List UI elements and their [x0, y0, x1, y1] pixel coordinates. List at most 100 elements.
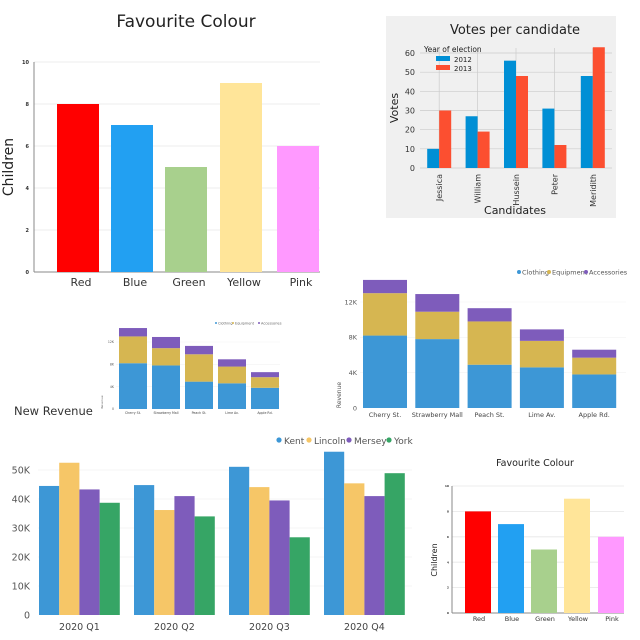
chart-favourite-colour-small-svg: Favourite Colour Children 0 2 4 6 8 10 Red Blue… — [430, 458, 624, 623]
x-tick-label: Hussein — [512, 174, 521, 206]
x-tick-label: Lime Av. — [225, 411, 238, 415]
x-tick-label: Strawberry Mall — [153, 411, 178, 415]
y-tick-label: 0 — [26, 270, 30, 276]
bar-apple-rd-clothing — [251, 387, 279, 409]
y-tick-label: 2 — [447, 586, 449, 590]
y-tick-label: 8K — [110, 362, 115, 366]
bar-apple-rd-equipment — [251, 377, 279, 388]
chart-favourite-colour-large: Favourite Colour Children 0 2 4 6 8 10 Red Blue… — [0, 0, 340, 300]
legend-dot-york — [386, 437, 392, 443]
bar-strawberry-mall-accessories — [415, 294, 460, 312]
bar-meridith-2013 — [592, 47, 605, 168]
legend-label-accessories: Accessories — [261, 322, 282, 326]
x-tick-label: Pink — [290, 276, 313, 289]
y-axis-label: Revenue — [336, 382, 343, 408]
x-tick-label: Yellow — [226, 276, 261, 289]
bar-cherry-st-accessories — [363, 279, 407, 294]
y-tick-label: 10 — [405, 145, 415, 154]
bar-red — [465, 511, 491, 613]
x-tick-label: Meridith — [589, 174, 598, 207]
bar-lime-av-accessories — [519, 329, 564, 341]
y-tick-label: 10 — [445, 484, 449, 488]
bar-cherry-st-accessories — [119, 328, 147, 337]
x-tick-label: 2020 Q3 — [249, 622, 290, 633]
bar-peach-st-clothing — [185, 381, 213, 409]
legend-label-clothing: Clothing — [218, 322, 233, 326]
x-tick-label: Red — [71, 276, 92, 289]
legend-label-equipment: Equipment — [235, 322, 255, 326]
legend-label-kent: Kent — [284, 437, 305, 447]
legend-dot-lincoln — [306, 437, 312, 443]
y-axis-label: Children — [1, 138, 17, 196]
bar-2020-q1-kent — [39, 485, 60, 615]
x-tick-label: Apple Rd. — [257, 411, 272, 415]
x-tick-label: 2020 Q2 — [154, 622, 195, 633]
x-tick-label: 2020 Q4 — [344, 622, 385, 633]
y-tick-label: 10K — [12, 582, 31, 593]
chart-stacked-revenue-large: Clothing Equipment Accessories Revenue 0… — [330, 260, 630, 420]
bar-2020-q4-york — [384, 473, 405, 615]
legend: Clothing Equipment Accessories — [517, 269, 628, 277]
y-axis-label: Votes — [388, 93, 401, 123]
bar-yellow — [564, 498, 590, 613]
y-tick-label: 0 — [24, 611, 30, 622]
x-tick-label: Blue — [505, 615, 519, 623]
legend-label-accessories: Accessories — [589, 269, 628, 277]
bar-2020-q1-york — [99, 502, 120, 615]
y-tick-label: 10 — [22, 60, 29, 66]
x-tick-label: Lime Av. — [528, 411, 555, 419]
bar-peach-st-accessories — [185, 345, 213, 355]
bar-william-2012 — [465, 116, 478, 168]
chart-stacked-revenue-small: Clothing Equipment Accessories Revenue 0… — [100, 310, 290, 420]
y-axis-label: Children — [430, 543, 439, 576]
y-tick-label: 6 — [26, 144, 30, 150]
bar-peach-st-accessories — [467, 308, 512, 322]
y-tick-label: 6 — [447, 535, 449, 539]
bar-lime-av-clothing — [218, 383, 246, 409]
bar-hussein-2012 — [504, 60, 516, 168]
x-tick-label: Green — [535, 615, 555, 623]
legend-title: Year of election — [423, 45, 482, 54]
bar-strawberry-mall-equipment — [415, 311, 460, 340]
y-tick-label: 40K — [12, 495, 31, 506]
legend-swatch-2013 — [436, 65, 450, 70]
bar-meridith-2012 — [580, 76, 593, 168]
legend-dot-mersey — [346, 437, 352, 443]
bar-2020-q3-mersey — [269, 500, 290, 615]
x-tick-label: Cherry St. — [125, 411, 141, 415]
bar-william-2013 — [477, 131, 490, 168]
y-tick-label: 0 — [447, 611, 449, 615]
y-tick-label: 8 — [447, 509, 449, 513]
bar-2020-q3-york — [289, 537, 310, 615]
chart-favourite-colour-large-svg: Favourite Colour Children 0 2 4 6 8 10 Red Blue… — [1, 12, 320, 289]
bar-strawberry-mall-clothing — [152, 365, 180, 409]
chart-votes-per-candidate: Votes per candidate Votes Candidates 0 10… — [386, 16, 616, 218]
legend-label-lincoln: Lincoln — [314, 437, 346, 447]
bar-strawberry-mall-clothing — [415, 339, 460, 408]
chart-stacked-small-svg: Clothing Equipment Accessories Revenue 0… — [100, 322, 282, 416]
legend-dot-equipment — [232, 322, 234, 324]
legend-label-mersey: Mersey — [354, 437, 387, 447]
y-tick-label: 0 — [353, 404, 357, 412]
bar-peter-2012 — [542, 108, 555, 168]
bar-apple-rd-accessories — [251, 372, 279, 378]
legend-dot-clothing — [517, 270, 521, 274]
legend-dot-equipment — [547, 270, 551, 274]
y-tick-label: 8K — [349, 334, 358, 342]
legend-dot-clothing — [215, 322, 217, 324]
bar-hussein-2013 — [516, 76, 528, 168]
bar-cherry-st-clothing — [119, 363, 147, 409]
bar-2020-q3-kent — [229, 466, 250, 615]
bar-lime-av-clothing — [519, 367, 564, 408]
bar-apple-rd-accessories — [572, 349, 617, 358]
y-tick-label: 12K — [344, 298, 357, 306]
y-tick-label: 12K — [108, 340, 115, 344]
bar-2020-q4-kent — [324, 451, 345, 615]
legend: Kent Lincoln Mersey York — [276, 437, 414, 447]
chart-new-revenue-svg: New Revenue Kent Lincoln Mersey York 0 10… — [12, 404, 414, 633]
y-tick-label: 4K — [110, 385, 115, 389]
y-tick-label: 60 — [405, 49, 415, 58]
bar-green — [165, 167, 207, 272]
bar-apple-rd-clothing — [572, 374, 617, 408]
legend-dot-accessories — [258, 322, 260, 324]
